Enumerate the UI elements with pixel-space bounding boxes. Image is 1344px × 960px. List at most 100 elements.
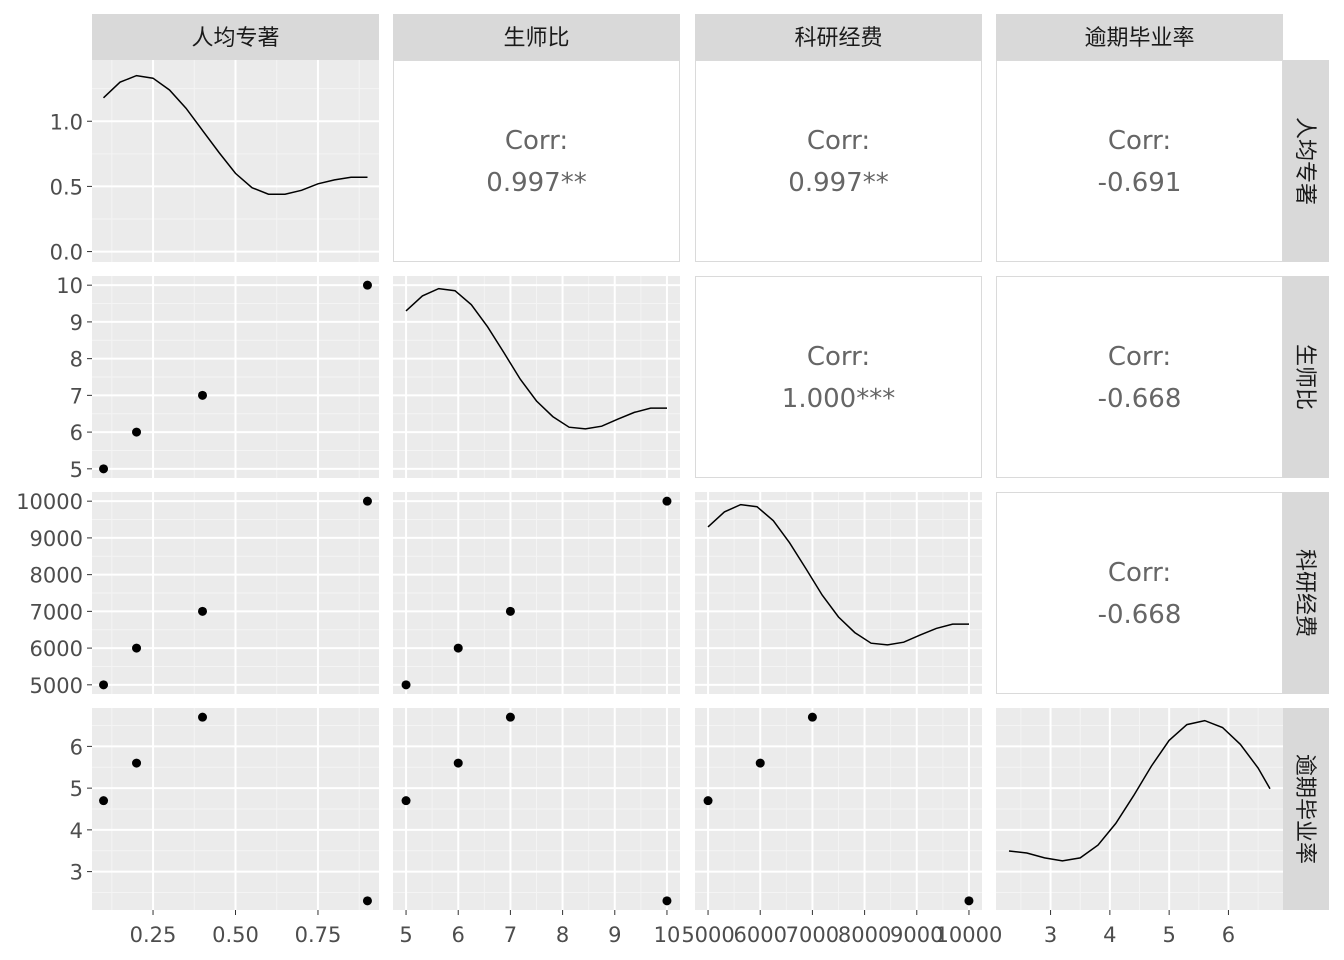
corr-panel-1-3: Corr: -0.668 <box>996 276 1283 478</box>
panel-3-0 <box>92 708 379 910</box>
scatter-point-2-1-0 <box>401 680 411 690</box>
corr-value: 1.000*** <box>782 384 895 414</box>
corr-panel-border <box>996 60 1283 262</box>
scatter-point-1-0-2 <box>198 390 208 400</box>
scatter-point-3-0-2 <box>198 712 208 722</box>
x-tick-label: 3 <box>1044 923 1057 947</box>
corr-label: Corr: <box>807 126 870 156</box>
x-tick-label: 5 <box>399 923 412 947</box>
scatter-point-2-0-1 <box>132 643 142 653</box>
x-tick-label: 4 <box>1103 923 1116 947</box>
strip-top-2 <box>695 14 982 60</box>
y-tick-label: 7 <box>70 384 83 408</box>
scatter-point-3-1-2 <box>505 712 515 722</box>
scatter-point-3-1-0 <box>401 796 411 806</box>
scatter-point-2-1-1 <box>453 643 463 653</box>
y-tick-label: 4 <box>70 819 83 843</box>
corr-panel-border <box>695 276 982 478</box>
scatter-point-2-0-0 <box>99 680 109 690</box>
y-tick-label: 0.5 <box>50 175 83 199</box>
strip-top-3 <box>996 14 1283 60</box>
y-tick-label: 6000 <box>30 637 83 661</box>
scatter-point-1-0-1 <box>132 427 142 437</box>
strip-right-label-3: 逾期毕业率 <box>1292 754 1317 864</box>
density-line-2 <box>707 503 969 646</box>
y-tick-label: 10 <box>56 274 83 298</box>
corr-panel-1-2: Corr: 1.000*** <box>695 276 982 478</box>
strip-right-0 <box>1283 60 1329 262</box>
panel-2-2 <box>695 492 982 694</box>
x-tick-label: 9000 <box>890 923 943 947</box>
x-tick-label: 6000 <box>734 923 787 947</box>
scatter-point-2-1-3 <box>662 496 672 506</box>
strip-top-1 <box>393 14 680 60</box>
x-tick-label: 5000 <box>681 923 734 947</box>
panel-2-1 <box>393 492 680 694</box>
corr-panel-2-3: Corr: -0.668 <box>996 492 1283 694</box>
corr-value: 0.997** <box>788 168 888 198</box>
scatter-point-2-1-2 <box>505 606 515 616</box>
scatter-point-3-2-2 <box>807 712 817 722</box>
panel-2-0 <box>92 492 379 694</box>
x-tick-label: 6 <box>1222 923 1235 947</box>
strip-top-label-1: 生师比 <box>503 26 569 51</box>
x-tick-label: 5 <box>1162 923 1175 947</box>
y-tick-label: 3 <box>70 861 83 885</box>
corr-panel-0-1: Corr: 0.997** <box>393 60 680 262</box>
x-tick-label: 0.50 <box>212 923 259 947</box>
y-tick-label: 7000 <box>30 600 83 624</box>
y-tick-label: 6 <box>70 735 83 759</box>
strip-right-3 <box>1283 708 1329 910</box>
scatter-point-2-0-2 <box>198 606 208 616</box>
strip-right-2 <box>1283 492 1329 694</box>
scatter-point-1-0-3 <box>362 280 372 290</box>
corr-value: -0.691 <box>1098 168 1182 198</box>
corr-value: 0.997** <box>486 168 586 198</box>
y-tick-label: 0.0 <box>50 241 83 265</box>
scatter-point-1-0-0 <box>99 464 109 474</box>
corr-label: Corr: <box>505 126 568 156</box>
strip-right-1 <box>1283 276 1329 478</box>
strip-right-label-2: 科研经费 <box>1292 549 1317 637</box>
x-tick-label: 8000 <box>838 923 891 947</box>
x-tick-label: 8 <box>556 923 569 947</box>
x-tick-label: 10 <box>654 923 681 947</box>
panel-3-3 <box>996 708 1283 910</box>
corr-label: Corr: <box>1108 126 1171 156</box>
strip-right-label-1: 生师比 <box>1292 344 1317 410</box>
panel-3-1 <box>393 708 680 910</box>
y-tick-label: 5 <box>70 777 83 801</box>
scatter-point-3-2-0 <box>703 796 713 806</box>
panel-1-0 <box>92 276 379 478</box>
x-tick-label: 0.25 <box>130 923 177 947</box>
y-tick-label: 8000 <box>30 564 83 588</box>
y-tick-label: 5000 <box>30 674 83 698</box>
corr-label: Corr: <box>1108 342 1171 372</box>
y-tick-label: 9000 <box>30 527 83 551</box>
corr-value: -0.668 <box>1098 600 1182 630</box>
y-tick-label: 5 <box>70 458 83 482</box>
scatter-point-3-0-1 <box>132 758 142 768</box>
y-tick-label: 10000 <box>16 490 83 514</box>
scatter-point-3-0-3 <box>362 896 372 906</box>
density-line-0 <box>102 74 368 195</box>
corr-panel-border <box>695 60 982 262</box>
x-tick-label: 7000 <box>786 923 839 947</box>
scatter-point-3-0-0 <box>99 796 109 806</box>
panel-1-1 <box>393 276 680 478</box>
density-line-1 <box>405 287 667 430</box>
y-tick-label: 9 <box>70 311 83 335</box>
panel-0-0 <box>92 60 379 262</box>
strip-top-label-2: 科研经费 <box>794 26 882 51</box>
y-tick-label: 1.0 <box>50 110 83 134</box>
scatter-point-2-0-3 <box>362 496 372 506</box>
corr-panel-0-3: Corr: -0.691 <box>996 60 1283 262</box>
scatter-point-3-2-3 <box>964 896 974 906</box>
scatter-point-3-1-1 <box>453 758 463 768</box>
y-tick-label: 8 <box>70 348 83 372</box>
strip-right-label-0: 人均专著 <box>1292 117 1317 205</box>
x-tick-label: 0.75 <box>295 923 342 947</box>
scatter-point-3-1-3 <box>662 896 672 906</box>
x-tick-label: 7 <box>504 923 517 947</box>
